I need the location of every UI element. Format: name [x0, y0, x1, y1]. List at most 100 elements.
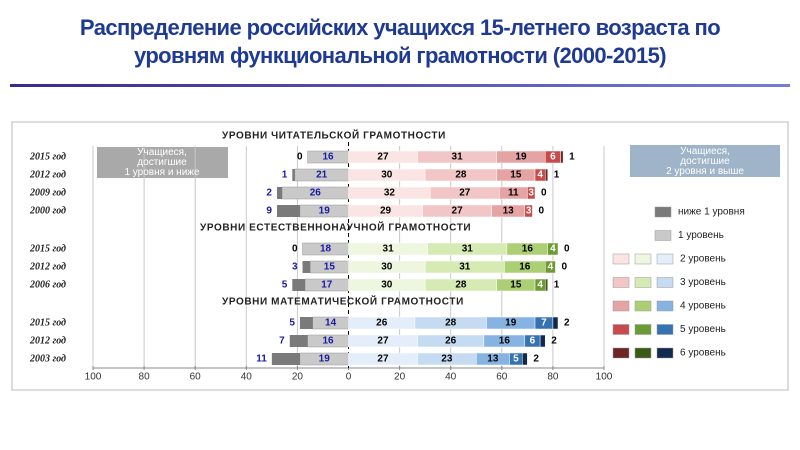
legend-swatch — [654, 206, 672, 218]
bar-segment — [276, 187, 283, 199]
legend-label: 5 уровень — [680, 324, 726, 335]
value-label: 7 — [541, 318, 547, 329]
group-title: УРОВНИ ЧИТАТЕЛЬСКОЙ ГРАМОТНОСТИ — [222, 129, 446, 142]
value-label: 2 — [266, 188, 272, 199]
value-label: 28 — [445, 318, 457, 329]
title-rule — [10, 84, 790, 87]
legend-label: 1 уровень — [678, 230, 724, 241]
x-tick-label: 60 — [190, 372, 202, 383]
value-label: 0 — [297, 152, 303, 163]
value-label: 5 — [513, 354, 519, 365]
value-label: 3 — [528, 188, 534, 199]
value-label: 16 — [519, 262, 531, 273]
value-label: 27 — [377, 336, 389, 347]
row-label: 2012 год — [29, 261, 66, 272]
legend-swatch — [634, 324, 652, 335]
value-label: 1 — [554, 280, 560, 291]
value-label: 31 — [383, 244, 395, 255]
value-label: 3 — [526, 206, 532, 217]
x-tick-label: 60 — [496, 372, 508, 383]
value-label: 5 — [282, 280, 288, 291]
value-label: 0 — [292, 244, 298, 255]
value-label: 26 — [445, 336, 457, 347]
value-label: 2 — [564, 318, 570, 329]
row-label: 2015 год — [29, 317, 66, 328]
x-tick-label: 100 — [596, 372, 613, 383]
value-label: 6 — [550, 152, 556, 163]
bar-segment — [292, 169, 295, 181]
value-label: 26 — [310, 188, 322, 199]
bar-segment — [299, 317, 313, 329]
bar-segment — [302, 261, 311, 273]
value-label: 32 — [384, 188, 396, 199]
x-tick-label: 20 — [292, 372, 304, 383]
legend-swatch — [634, 253, 652, 265]
value-label: 27 — [377, 354, 389, 365]
value-label: 2 — [533, 354, 539, 365]
x-tick-label: 40 — [445, 372, 457, 383]
value-label: 2 — [551, 336, 557, 347]
value-label: 21 — [316, 170, 328, 181]
bar-segment — [521, 352, 528, 366]
value-label: 19 — [319, 206, 331, 217]
value-label: 18 — [320, 244, 332, 255]
value-label: 7 — [279, 336, 285, 347]
bar-segment — [276, 205, 300, 217]
value-label: 6 — [530, 336, 536, 347]
value-label: 0 — [541, 188, 547, 199]
value-label: 4 — [550, 244, 556, 255]
annotation: Учащиеся, достигшие 2 уровня и выше — [666, 146, 744, 177]
annotation-box — [630, 145, 780, 177]
value-label: 5 — [289, 318, 295, 329]
x-tick-label: 40 — [241, 372, 253, 383]
value-label: 13 — [487, 354, 499, 365]
legend-swatch — [634, 300, 652, 312]
value-label: 29 — [380, 206, 392, 217]
bar-segment — [547, 242, 559, 256]
value-label: 15 — [510, 170, 522, 181]
value-label: 0 — [538, 206, 544, 217]
legend-label: 3 уровень — [680, 277, 726, 288]
legend-label: ниже 1 уровня — [678, 207, 745, 218]
value-label: 9 — [266, 206, 272, 217]
value-label: 31 — [459, 262, 471, 273]
legend-swatch — [612, 300, 630, 312]
value-label: 30 — [381, 280, 393, 291]
x-tick-label: 80 — [139, 372, 151, 383]
bar-segment — [544, 260, 556, 274]
value-label: 17 — [321, 280, 333, 291]
value-label: 1 — [569, 152, 575, 163]
value-label: 0 — [561, 262, 567, 273]
bar-segment — [271, 353, 300, 365]
value-label: 16 — [499, 336, 511, 347]
annotation: Учащиеся, достигшие 1 уровня и ниже — [124, 147, 200, 178]
legend-label: 2 уровень — [680, 254, 726, 265]
legend-swatch — [634, 277, 652, 288]
x-tick-label: 0 — [346, 372, 352, 383]
row-label: 2009 год — [29, 187, 66, 198]
value-label: 28 — [455, 280, 467, 291]
bar-segment — [292, 279, 306, 291]
value-label: 26 — [376, 318, 388, 329]
value-label: 15 — [324, 262, 336, 273]
value-label: 23 — [441, 354, 453, 365]
x-tick-label: 20 — [394, 372, 406, 383]
legend-swatch — [656, 324, 674, 335]
bar-segment — [552, 316, 559, 330]
bar-segment — [560, 150, 564, 164]
value-label: 4 — [548, 262, 554, 273]
x-tick-label: 100 — [85, 372, 102, 383]
row-label: 2003 год — [29, 353, 66, 364]
value-label: 11 — [256, 354, 267, 365]
row-label: 2015 год — [29, 243, 66, 254]
group-title: УРОВНИ ЕСТЕСТВЕННОНАУЧНОЙ ГРАМОТНОСТИ — [200, 221, 471, 234]
annotation-box — [97, 147, 228, 178]
row-label: 2012 год — [29, 335, 66, 346]
legend-swatch — [612, 253, 630, 265]
value-label: 31 — [462, 244, 474, 255]
chart-title: Распределение российских учащихся 15-лет… — [79, 15, 721, 68]
value-label: 30 — [381, 170, 393, 181]
value-label: 27 — [377, 152, 389, 163]
